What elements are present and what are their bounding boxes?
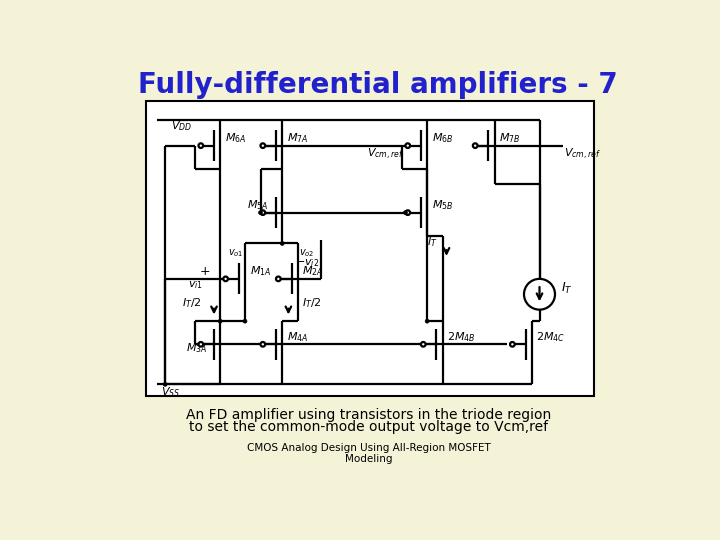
Circle shape: [218, 319, 222, 323]
Text: to set the common-mode output voltage to Vcm,ref: to set the common-mode output voltage to…: [189, 420, 549, 434]
Circle shape: [405, 210, 410, 215]
Text: CMOS Analog Design Using All-Region MOSFET
Modeling: CMOS Analog Design Using All-Region MOSF…: [247, 443, 491, 464]
Text: $V_{SS}$: $V_{SS}$: [161, 385, 181, 399]
Circle shape: [403, 211, 408, 214]
Circle shape: [421, 342, 426, 347]
Circle shape: [473, 143, 477, 148]
Text: $v_{o1}$: $v_{o1}$: [228, 247, 243, 259]
Circle shape: [258, 211, 262, 214]
Text: +: +: [199, 265, 210, 278]
Text: $V_{DD}$: $V_{DD}$: [171, 119, 192, 133]
Circle shape: [163, 382, 167, 386]
Text: $M_{7B}$: $M_{7B}$: [499, 131, 521, 145]
Text: $M_{2A}$: $M_{2A}$: [302, 264, 324, 278]
Circle shape: [261, 210, 265, 215]
Circle shape: [524, 279, 555, 309]
Text: $M_{3A}$: $M_{3A}$: [186, 341, 208, 355]
Text: $M_{6A}$: $M_{6A}$: [225, 131, 246, 145]
Circle shape: [243, 319, 247, 323]
Circle shape: [199, 342, 203, 347]
Text: $M_{1A}$: $M_{1A}$: [250, 264, 271, 278]
Text: $I_T$: $I_T$: [427, 235, 438, 249]
Circle shape: [280, 241, 284, 245]
Circle shape: [405, 143, 410, 148]
Text: $M_{5B}$: $M_{5B}$: [432, 198, 453, 212]
Text: $I_T/2$: $I_T/2$: [182, 296, 202, 310]
Circle shape: [199, 143, 203, 148]
Circle shape: [261, 342, 265, 347]
Text: $-v_{i2}$: $-v_{i2}$: [295, 258, 320, 269]
Bar: [145, 101, 594, 396]
Text: $M_{5A}$: $M_{5A}$: [247, 198, 269, 212]
Text: $I_T/2$: $I_T/2$: [302, 296, 322, 310]
Circle shape: [426, 319, 429, 323]
Text: $v_{o2}$: $v_{o2}$: [300, 247, 315, 259]
Text: An FD amplifier using transistors in the triode region: An FD amplifier using transistors in the…: [186, 408, 552, 422]
Text: $2M_{4B}$: $2M_{4B}$: [447, 330, 476, 343]
Text: Fully-differential amplifiers - 7: Fully-differential amplifiers - 7: [138, 71, 618, 99]
Text: $V_{cm,ref}$: $V_{cm,ref}$: [564, 147, 601, 163]
Circle shape: [510, 342, 515, 347]
Circle shape: [261, 143, 265, 148]
Text: $2M_{4C}$: $2M_{4C}$: [536, 330, 565, 343]
Text: $M_{4A}$: $M_{4A}$: [287, 330, 308, 343]
Text: $M_{6B}$: $M_{6B}$: [432, 131, 453, 145]
Text: $V_{cm,ref}$: $V_{cm,ref}$: [366, 147, 404, 163]
Text: $v_{i1}$: $v_{i1}$: [188, 279, 203, 291]
Circle shape: [223, 276, 228, 281]
Circle shape: [276, 276, 281, 281]
Text: $I_T$: $I_T$: [561, 281, 573, 296]
Text: $M_{7A}$: $M_{7A}$: [287, 131, 308, 145]
